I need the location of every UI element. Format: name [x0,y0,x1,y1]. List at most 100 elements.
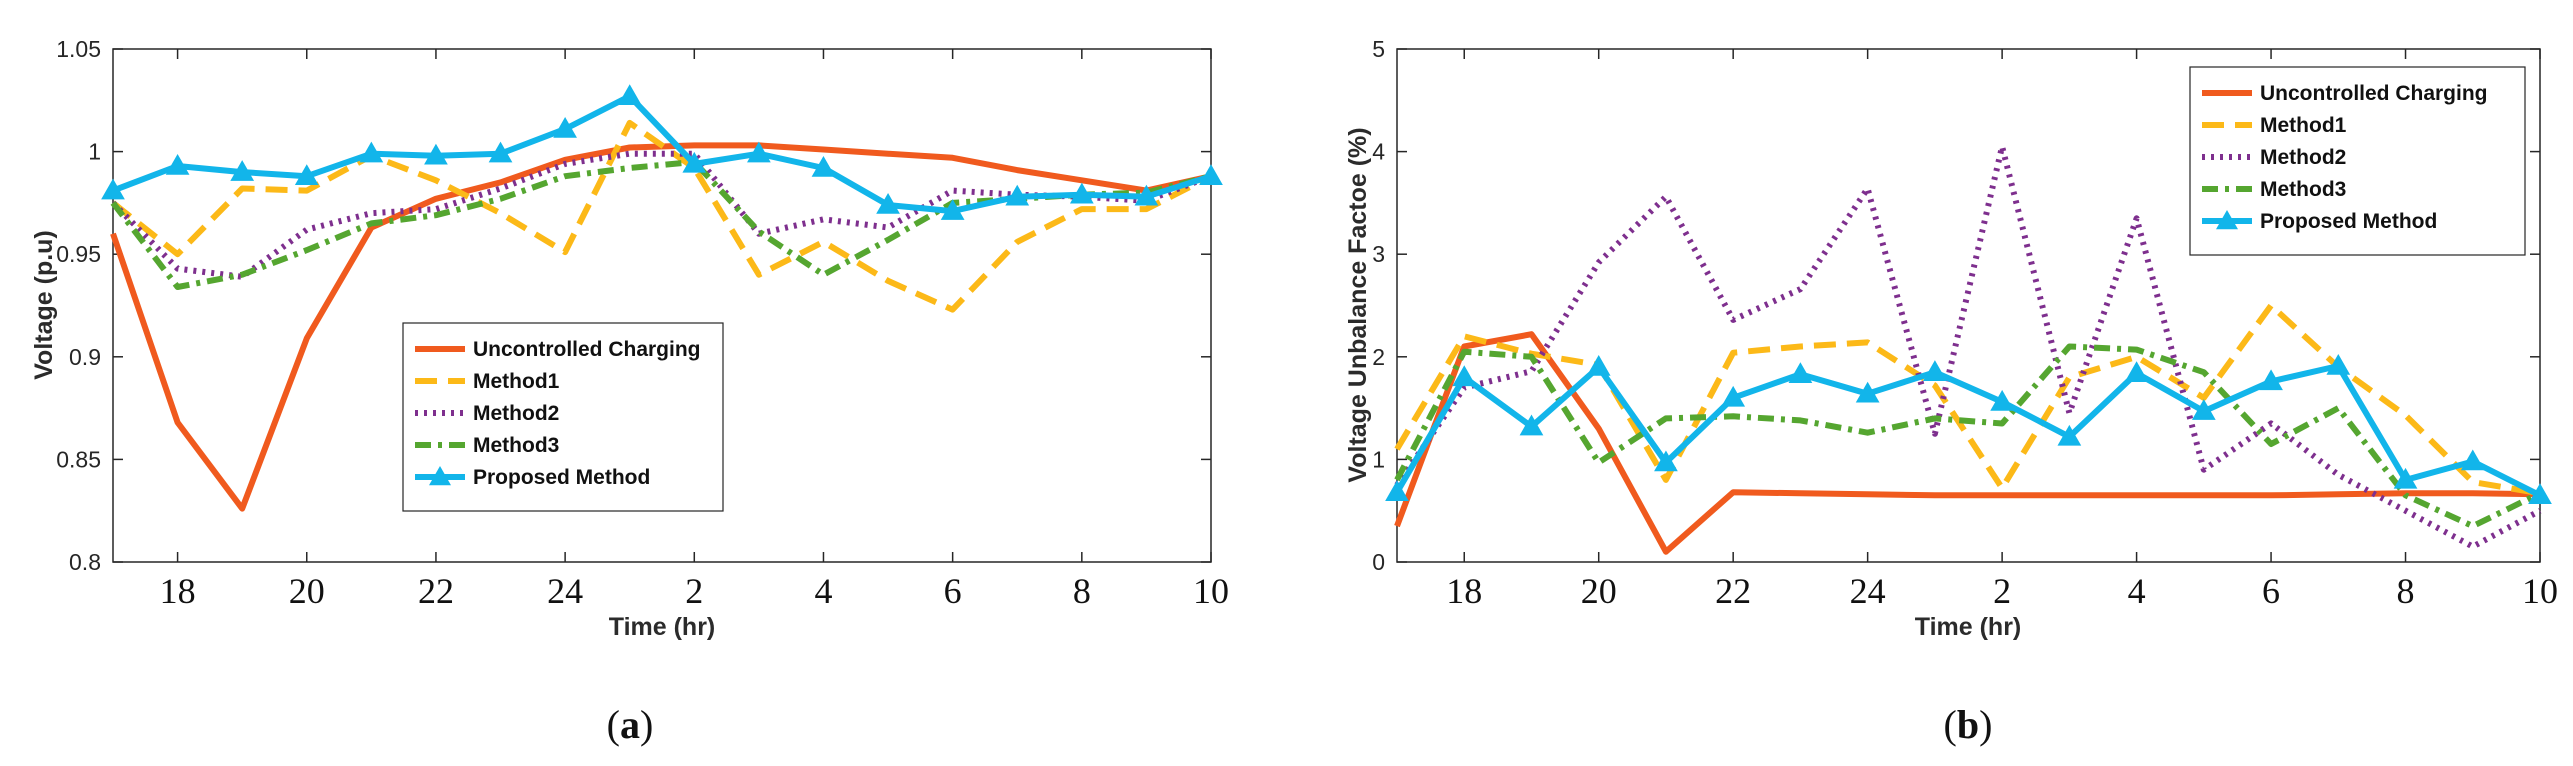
series-line-uncontrolled-charging-b [1394,331,2541,555]
y-ticks-b: 0 1 2 3 4 5 [1372,36,2540,575]
marker-proposed-method-a [1005,184,1030,206]
x-tick-label-a: 2 [685,571,703,611]
legend-item-method1-b: Method1 [2202,114,2347,137]
legend-item-uncontrolled-charging-a: Uncontrolled Charging [415,338,701,361]
series-line-proposed-method-a [111,93,1212,215]
legend-label-b: Proposed Method [2260,210,2437,233]
series-line-proposed-method-b [1394,363,2542,498]
x-axis-label-b: Time (hr) [1915,613,2022,641]
y-tick-label-b: 5 [1372,36,1385,62]
x-axis-label-a: Time (hr) [609,613,716,641]
marker-proposed-method-b [2124,361,2149,382]
series-method1-a [111,119,1213,313]
x-ticks-b: 18 20 22 24 2 4 6 8 10 [1446,49,2558,611]
legend-item-proposed-method-b: Proposed Method [2202,210,2437,233]
legend-item-uncontrolled-charging-b: Uncontrolled Charging [2202,82,2488,105]
legend-label-a: Proposed Method [473,466,650,489]
marker-proposed-method-b [2057,424,2082,446]
x-tick-label-b: 4 [2128,571,2146,611]
series-layer-a [101,84,1223,512]
legend-item-method3-a: Method3 [415,434,559,457]
marker-proposed-method-a [230,160,255,181]
marker-proposed-method-b [1855,381,1880,403]
legend-item-method2-a: Method2 [415,402,559,425]
y-tick-label-a: 1 [88,139,101,165]
marker-proposed-method-b [2528,483,2552,505]
marker-proposed-method-b [1385,480,1409,501]
marker-proposed-method-b [2393,467,2418,489]
x-tick-label-b: 18 [1446,571,1482,611]
legend-b: Uncontrolled Charging Method1 Method2 Metho… [2189,66,2526,256]
series-method3-a [110,158,1212,290]
marker-proposed-method-a [1134,184,1159,206]
x-tick-label-b: 6 [2262,571,2280,611]
y-tick-label-b: 0 [1372,549,1385,575]
y-tick-label-a: 0.95 [56,241,101,267]
marker-proposed-method-a [682,151,707,173]
x-tick-label-a: 20 [289,571,325,611]
series-line-method3-a [110,158,1212,290]
marker-proposed-method-a [359,141,384,163]
legend-label-a: Uncontrolled Charging [473,338,701,361]
y-tick-label-b: 1 [1372,446,1385,472]
marker-proposed-method-b [2259,369,2283,391]
caption-b: (b) [1944,702,1993,747]
x-tick-label-a: 4 [814,571,832,611]
marker-proposed-method-b [1923,360,1947,381]
marker-proposed-method-a [294,164,319,185]
legend-item-method2-b: Method2 [2202,146,2346,169]
x-tick-label-b: 20 [1581,571,1617,611]
marker-proposed-method-a [1069,182,1094,204]
legend-item-method3-b: Method3 [2202,178,2346,201]
legend-marker-b [2216,210,2238,230]
marker-proposed-method-a [553,117,577,138]
x-tick-label-a: 24 [547,571,583,611]
series-method3-b [1394,343,2542,530]
legend-label-a: Method1 [473,370,560,393]
x-tick-label-a: 18 [160,571,196,611]
x-tick-label-b: 10 [2522,571,2558,611]
series-uncontrolled-charging-b [1394,331,2541,555]
marker-proposed-method-b [2326,354,2351,375]
y-tick-label-a: 0.8 [69,549,101,575]
marker-proposed-method-a [811,156,836,177]
x-tick-label-b: 2 [1993,571,2011,611]
y-tick-label-b: 3 [1372,241,1385,267]
y-axis-label-b: Voltage Unbalance Factoe (%) [1344,127,1372,482]
y-tick-label-b: 2 [1372,344,1385,370]
marker-proposed-method-a [1199,164,1223,185]
series-layer-b [1385,143,2552,555]
marker-proposed-method-a [617,84,642,105]
marker-proposed-method-a [165,153,190,175]
legend-label-b: Method1 [2260,114,2347,137]
legend-item-proposed-method-a: Proposed Method [415,466,650,489]
y-tick-label-a: 1.05 [56,36,101,62]
y-tick-label-b: 4 [1372,139,1385,165]
legend-label-b: Uncontrolled Charging [2260,82,2488,105]
marker-proposed-method-b [2191,399,2216,420]
legend-label-a: Method3 [473,434,559,457]
marker-proposed-method-b [1721,385,1746,407]
series-line-method3-b [1394,343,2542,530]
marker-proposed-method-b [1788,362,1813,383]
marker-proposed-method-b [1654,450,1678,472]
marker-proposed-method-b [2460,449,2485,471]
marker-proposed-method-a [488,141,513,163]
marker-proposed-method-a [424,143,448,165]
series-line-method1-a [111,119,1213,313]
legend-marker-a [429,466,451,486]
x-ticks-a: 18 20 22 24 2 4 6 8 10 [160,49,1229,611]
caption-a: (a) [607,702,654,747]
y-axis-label-a: Voltage (p.u) [30,230,58,380]
marker-proposed-method-b [1990,389,2014,411]
legend-label-b: Method3 [2260,178,2346,201]
x-tick-label-a: 8 [1073,571,1091,611]
x-tick-label-a: 10 [1193,571,1229,611]
series-method2-b [1394,143,2542,550]
legend-item-method1-a: Method1 [415,370,560,393]
marker-proposed-method-b [1586,355,1611,376]
marker-proposed-method-b [1452,365,1477,387]
